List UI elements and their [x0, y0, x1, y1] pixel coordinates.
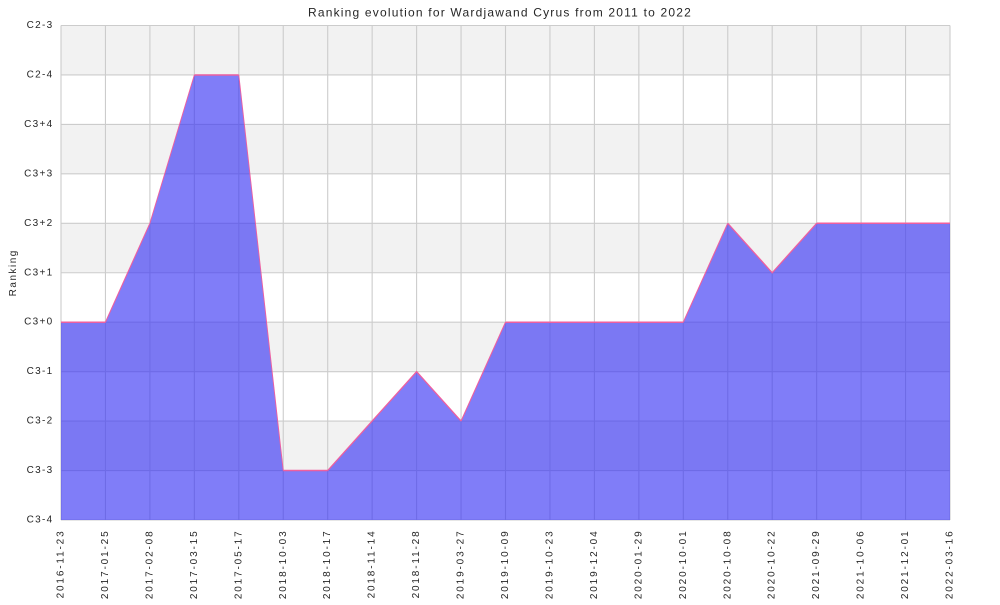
svg-text:2019-03-27: 2019-03-27 — [456, 530, 467, 600]
svg-text:2020-01-29: 2020-01-29 — [633, 530, 644, 600]
svg-text:2017-02-08: 2017-02-08 — [144, 530, 155, 600]
svg-text:2020-10-22: 2020-10-22 — [767, 530, 778, 600]
svg-text:2019-12-04: 2019-12-04 — [589, 530, 600, 600]
svg-text:2021-10-06: 2021-10-06 — [856, 530, 867, 600]
svg-text:2019-10-09: 2019-10-09 — [500, 530, 511, 600]
svg-text:C3+3: C3+3 — [24, 168, 53, 179]
svg-text:C2-4: C2-4 — [27, 69, 54, 80]
svg-text:2022-03-16: 2022-03-16 — [945, 530, 956, 600]
svg-text:2018-11-14: 2018-11-14 — [367, 530, 378, 599]
svg-text:2018-10-17: 2018-10-17 — [322, 530, 333, 600]
svg-text:2017-01-25: 2017-01-25 — [100, 530, 111, 600]
svg-text:2020-10-01: 2020-10-01 — [678, 530, 689, 600]
svg-text:2019-10-23: 2019-10-23 — [544, 530, 555, 600]
svg-text:2017-05-17: 2017-05-17 — [233, 530, 244, 600]
svg-text:C3+2: C3+2 — [24, 218, 53, 229]
svg-text:Ranking evolution for Wardjawa: Ranking evolution for Wardjawand Cyrus f… — [308, 6, 692, 20]
svg-text:C3+4: C3+4 — [24, 119, 53, 130]
svg-text:C3+0: C3+0 — [24, 317, 53, 328]
svg-text:C3-1: C3-1 — [27, 366, 54, 377]
svg-text:2017-03-15: 2017-03-15 — [189, 530, 200, 600]
svg-text:2016-11-23: 2016-11-23 — [56, 530, 67, 599]
svg-text:Ranking: Ranking — [8, 249, 19, 296]
svg-text:2018-10-03: 2018-10-03 — [278, 530, 289, 600]
svg-text:2021-09-29: 2021-09-29 — [811, 530, 822, 600]
svg-text:2018-11-28: 2018-11-28 — [411, 530, 422, 599]
svg-text:2020-10-08: 2020-10-08 — [722, 530, 733, 600]
svg-text:C3-3: C3-3 — [27, 465, 54, 476]
svg-text:C2-3: C2-3 — [27, 20, 54, 31]
svg-text:C3+1: C3+1 — [24, 267, 53, 278]
svg-text:C3-2: C3-2 — [27, 416, 54, 427]
svg-text:2021-12-01: 2021-12-01 — [900, 530, 911, 600]
svg-text:C3-4: C3-4 — [27, 515, 54, 526]
